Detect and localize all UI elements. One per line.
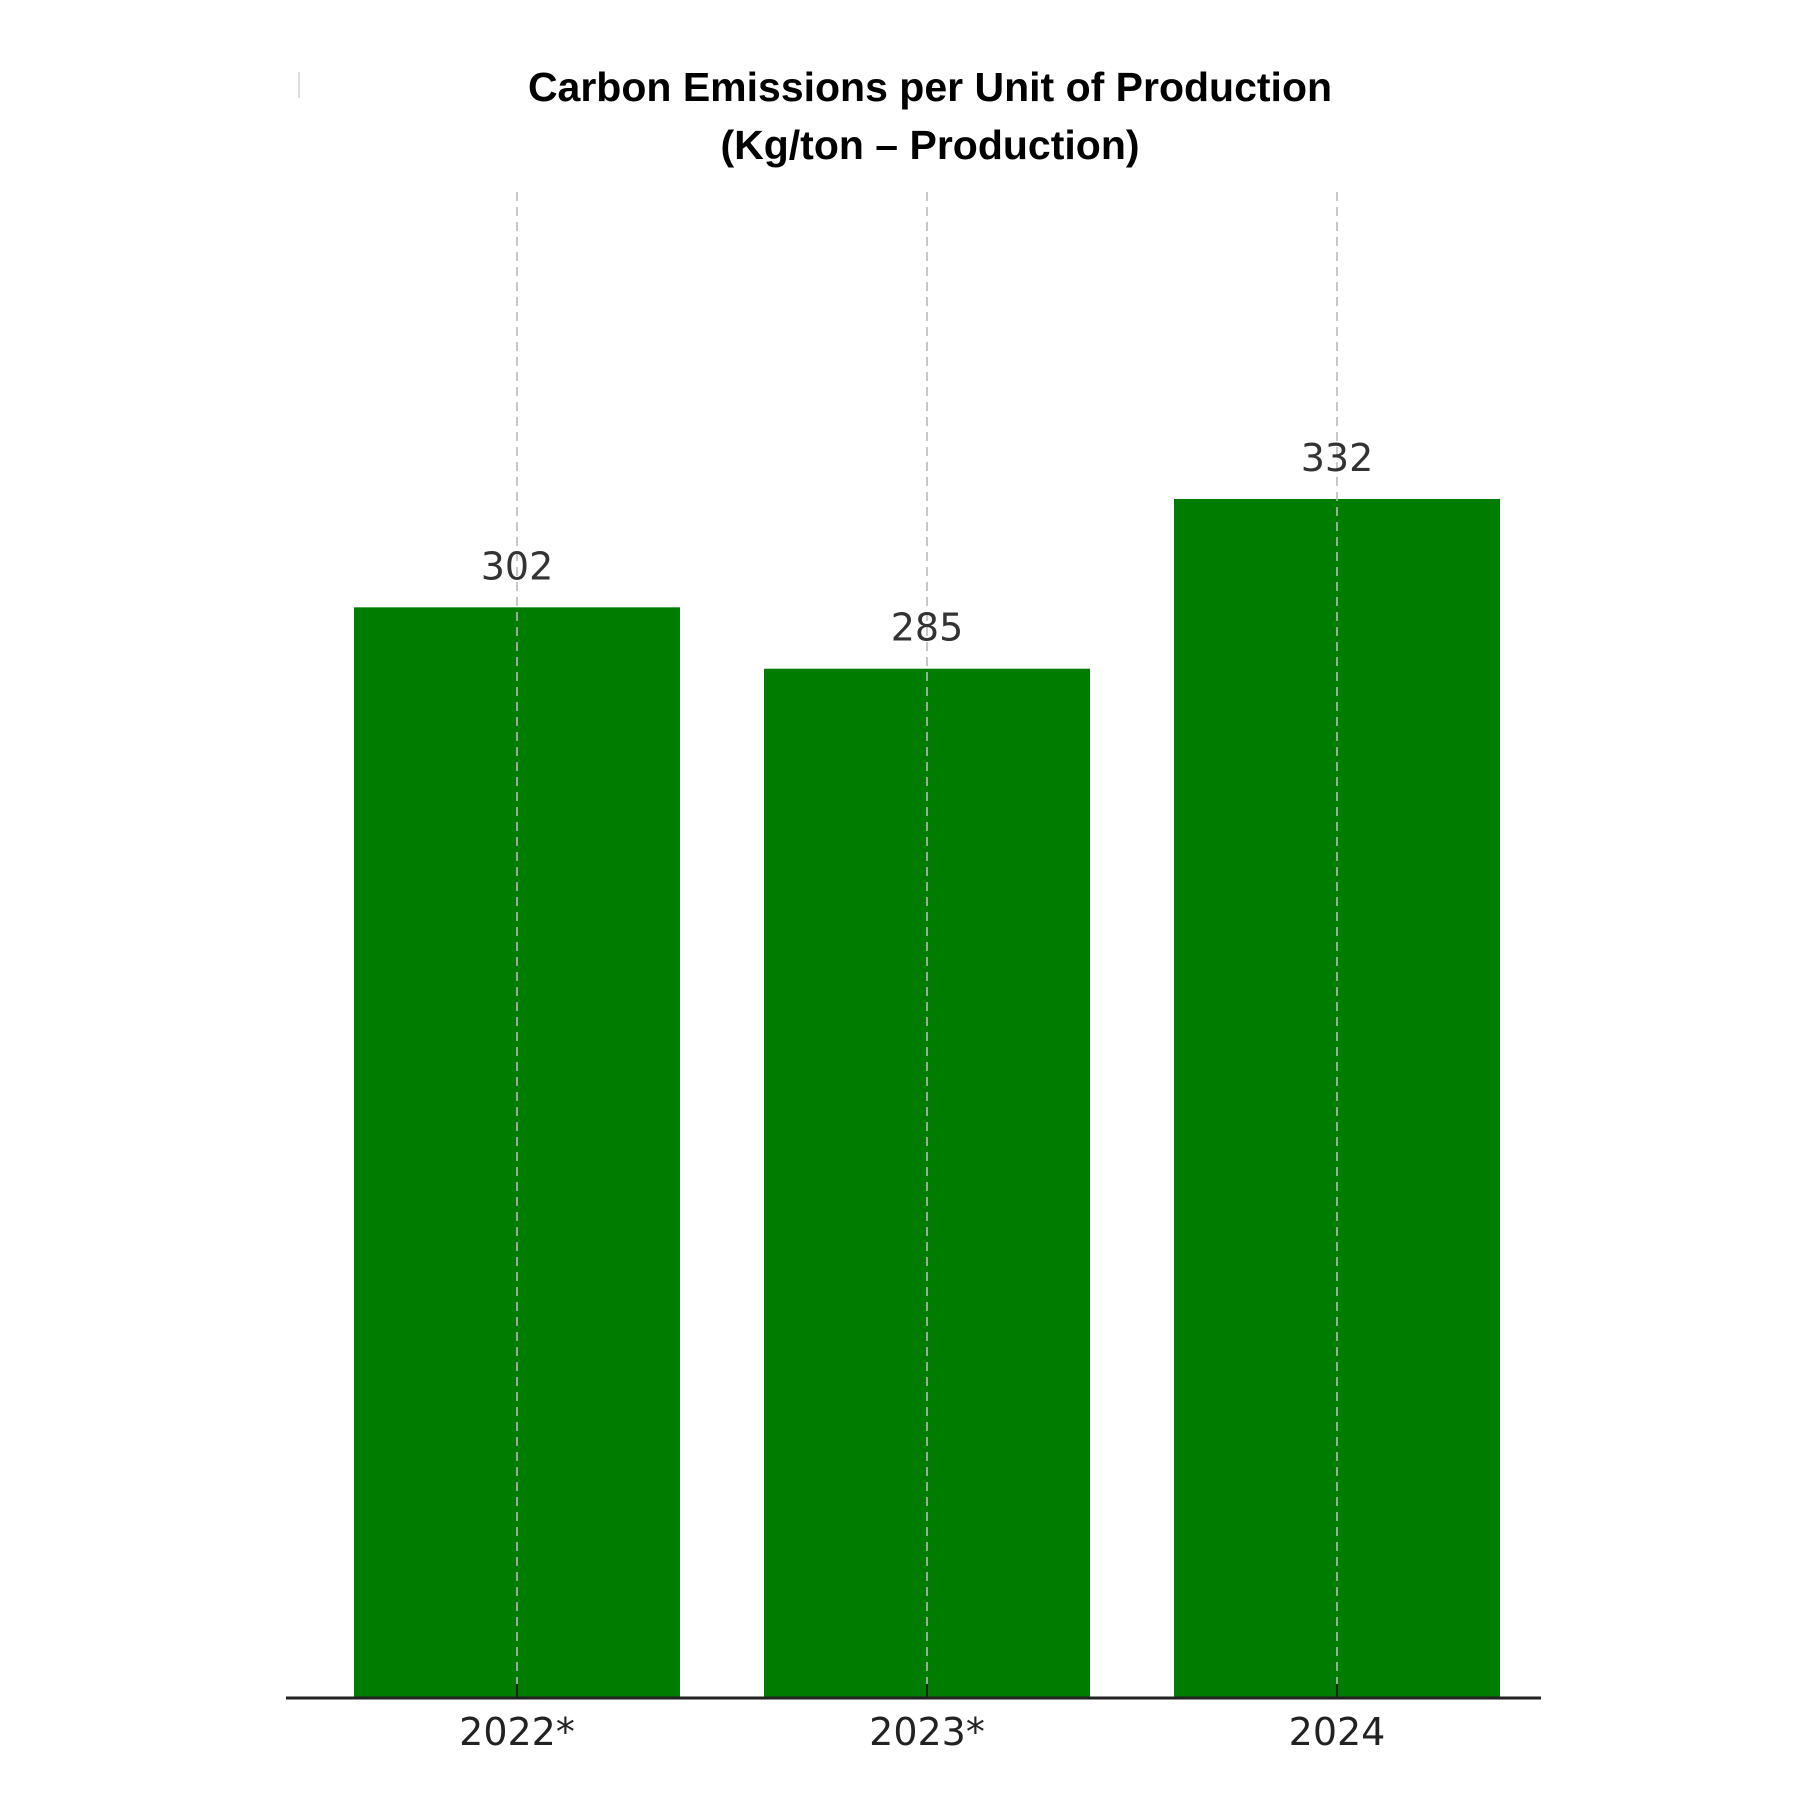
data-label: 302	[481, 544, 554, 588]
x-tick-label: 2022*	[459, 1710, 575, 1754]
x-tick-label: 2024	[1289, 1710, 1386, 1754]
chart-subtitle: (Kg/ton – Production)	[720, 122, 1140, 168]
data-label: 285	[891, 606, 964, 650]
data-label: 332	[1301, 436, 1374, 480]
x-tick-label: 2023*	[869, 1710, 985, 1754]
chart-title: Carbon Emissions per Unit of Production	[527, 64, 1333, 110]
chart-title-block: Carbon Emissions per Unit of Production …	[0, 58, 1800, 174]
decorative-mark	[298, 72, 300, 98]
